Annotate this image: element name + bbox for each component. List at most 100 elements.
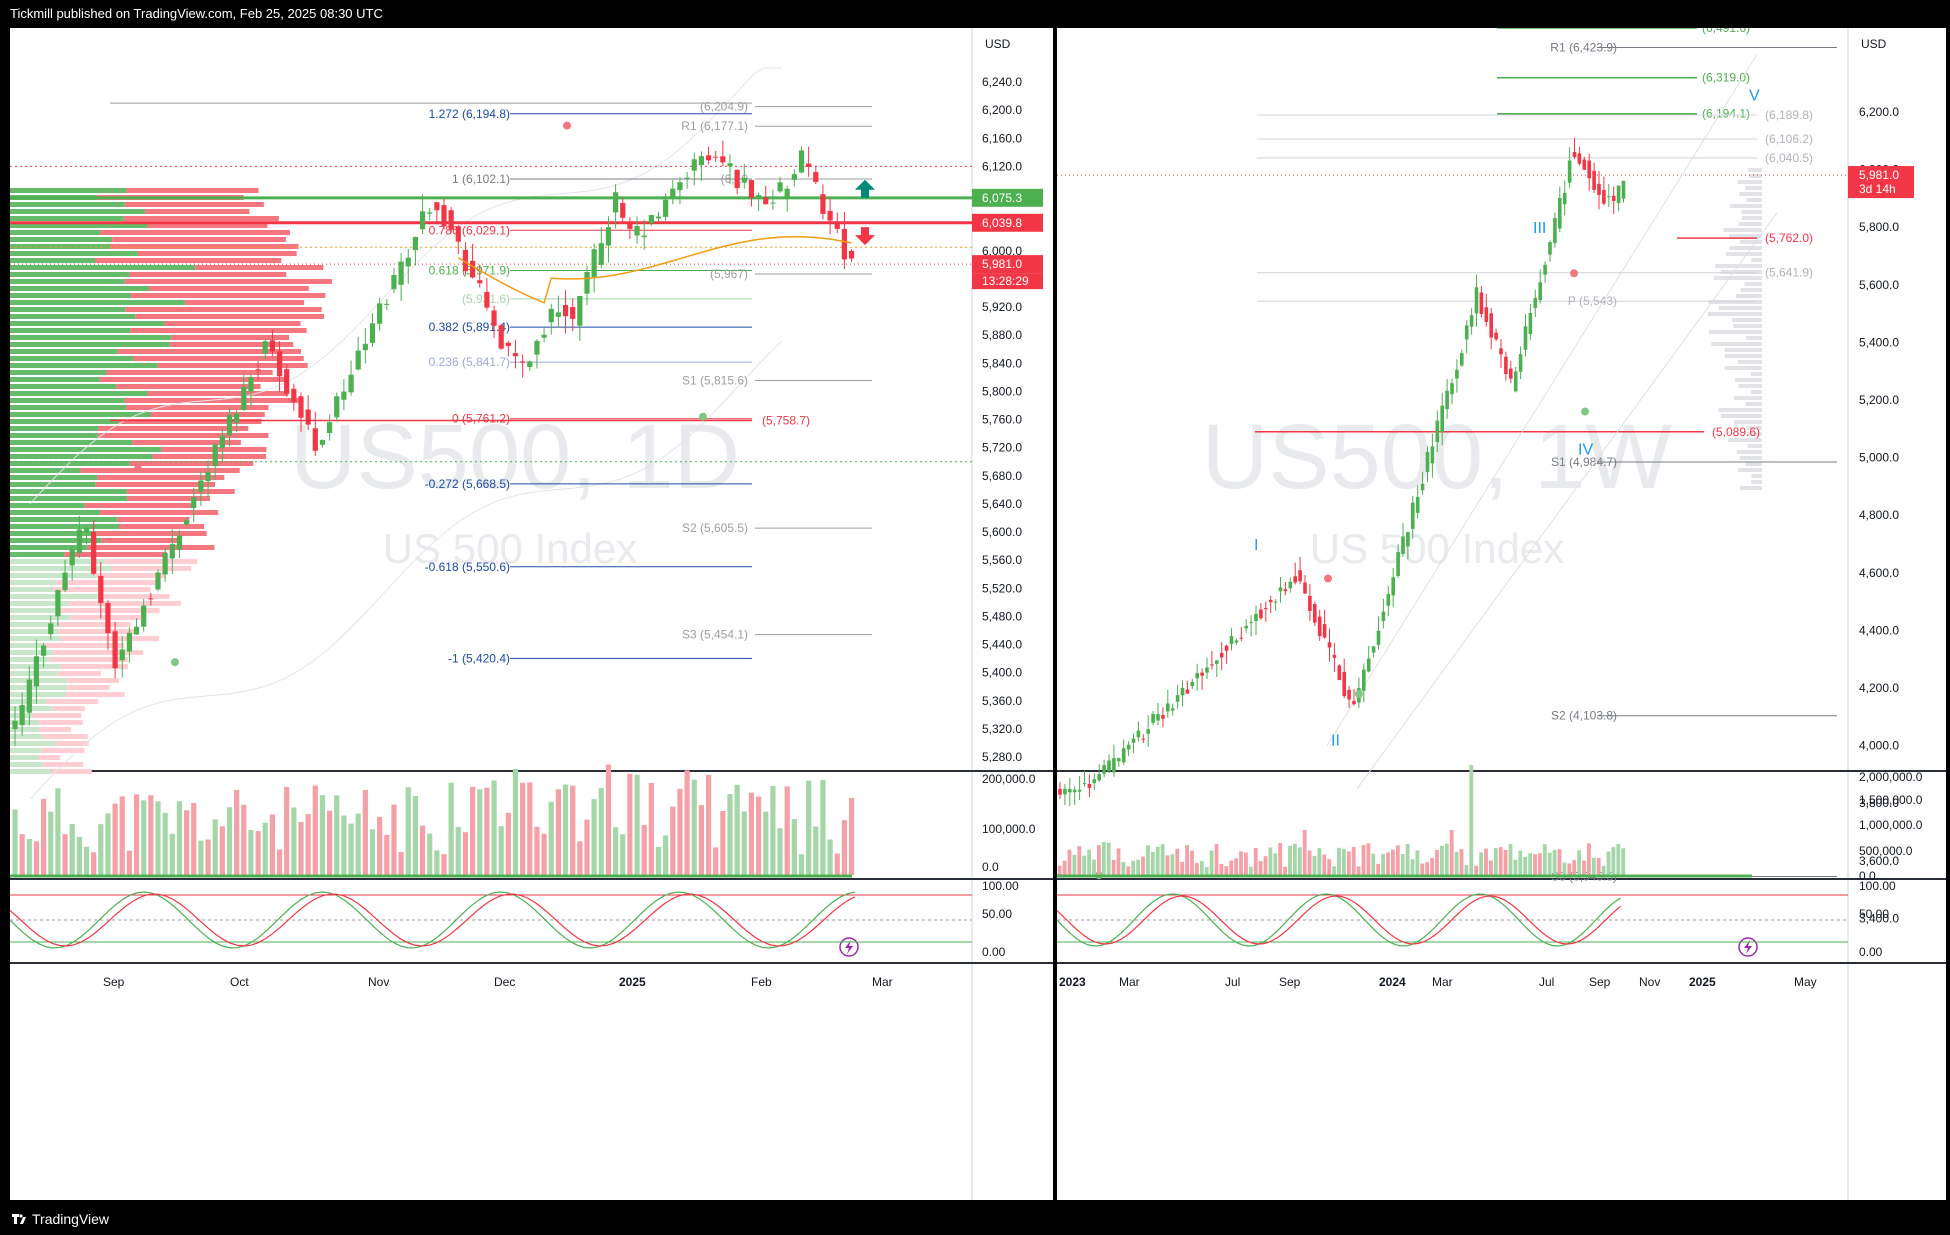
candle-down [1210, 664, 1214, 666]
candle-up [1175, 695, 1180, 702]
volume-bar [1234, 858, 1238, 875]
volume-bar [141, 800, 147, 875]
fib-label: 0.786 (6,029.1) [429, 223, 510, 237]
candle-up [191, 497, 197, 508]
volume-profile-bar [1707, 312, 1762, 316]
lightning-icon[interactable] [1738, 937, 1758, 957]
volume-bar [1224, 866, 1229, 875]
volume-bar [1391, 849, 1395, 875]
volume-bar [1582, 860, 1586, 875]
pivot-label: R1 (6,177.1) [681, 119, 748, 133]
price-axis-tick: 5,400.0 [1859, 335, 1899, 349]
lightning-icon[interactable] [839, 937, 859, 957]
candle-down [1592, 170, 1596, 190]
candle-down [1509, 368, 1513, 379]
osc-axis-tick: 100.00 [982, 879, 1019, 893]
volume-bar [1077, 846, 1082, 875]
volume-profile-bar [1746, 426, 1762, 430]
candle-up [555, 312, 561, 317]
candle-up [1415, 496, 1420, 513]
volume-profile-bar-up [10, 279, 125, 284]
volume-axis-tick: 1,000,000.0 [1859, 818, 1923, 832]
fib-label: 1 (6,102.1) [452, 172, 510, 186]
candle-up [184, 520, 190, 525]
volume-bar [1361, 845, 1366, 875]
volume-bar [1342, 848, 1346, 875]
volume-bar [684, 770, 690, 875]
daily-chart-canvas[interactable]: US500, 1D US 500 Index (5,758.7) 1.272 (6,1… [10, 28, 1053, 1200]
osc-axis-tick: 0.00 [1859, 945, 1883, 959]
volume-bar [12, 809, 18, 875]
time-axis-label: Mar [872, 975, 893, 989]
volume-profile-bar-up [10, 580, 57, 585]
candle-down [1352, 700, 1356, 705]
volume-bar [1611, 847, 1616, 875]
candle-down [470, 260, 476, 278]
volume-bar [1111, 859, 1116, 875]
candle-up [641, 235, 647, 238]
volume-profile-bar-up [10, 748, 42, 753]
candle-up [1117, 758, 1121, 762]
volume-axis-tick: 500,000.0 [1859, 844, 1913, 858]
chart-panel-daily[interactable]: US500, 1D US 500 Index (5,758.7) 1.272 (6,1… [10, 28, 1053, 1200]
volume-bar [584, 819, 590, 875]
volume-bar [1057, 865, 1062, 875]
volume-profile-bar-down [97, 475, 225, 480]
candle-up [1411, 502, 1415, 529]
signal-dot [699, 412, 707, 421]
volume-bar [1371, 853, 1376, 875]
candle-up [76, 529, 82, 554]
candle-up [1464, 325, 1469, 340]
candle-up [1518, 354, 1523, 372]
level-label: (6,491.6) [1702, 28, 1750, 35]
candle-down [562, 305, 569, 317]
candle-up [155, 572, 161, 590]
tradingview-logo-icon [12, 1214, 26, 1224]
volume-profile-bar-up [10, 349, 118, 354]
candle-down [748, 180, 755, 198]
level-label: P (5,543) [1568, 294, 1617, 308]
up-arrow-icon [855, 179, 875, 198]
volume-bar [105, 813, 111, 875]
price-axis-tick: 4,400.0 [1859, 623, 1899, 637]
volume-bar [1464, 865, 1469, 875]
volume-bar [1430, 858, 1434, 875]
candle-up [1229, 636, 1234, 645]
candle-down [1317, 616, 1322, 636]
candle-up [727, 163, 733, 167]
osc-k-line [1057, 893, 1621, 947]
volume-bar [62, 834, 68, 875]
candle-up [1278, 587, 1283, 592]
volume-profile-bar-up [10, 594, 98, 599]
candle-up [319, 440, 326, 445]
volume-bar [76, 837, 82, 875]
volume-bar [670, 806, 676, 875]
volume-profile-bar-up [10, 741, 56, 746]
volume-bar [355, 813, 361, 875]
volume-profile-bar [1711, 342, 1762, 346]
volume-bar [41, 798, 47, 875]
candle-up [248, 377, 254, 392]
volume-profile-bar [1739, 240, 1762, 244]
volume-bar [1278, 842, 1283, 875]
chart-panel-weekly[interactable]: US500, 1W US 500 Index (6,491.6) R1 (6,423.… [1057, 28, 1946, 1200]
volume-profile-bar-up [10, 454, 153, 459]
volume-bar [555, 789, 561, 875]
volume-profile-bar-down [117, 517, 190, 522]
volume-bar [806, 780, 812, 875]
price-axis-tick: 6,200.0 [982, 103, 1022, 117]
volume-profile-bar-down [39, 727, 72, 732]
volume-profile-bar-up [10, 265, 196, 270]
volume-profile-bar-down [98, 426, 249, 431]
level-label: (6,106.2) [1765, 132, 1813, 146]
candle-up [55, 590, 61, 617]
price-axis-tick: 6,120.0 [982, 159, 1022, 173]
volume-profile-bar-up [10, 769, 52, 774]
volume-bar [327, 810, 333, 875]
pivot-label: S1 (5,815.6) [682, 373, 748, 387]
volume-bar [1337, 847, 1341, 875]
candle-up [527, 361, 533, 367]
volume-bar [534, 826, 540, 875]
volume-profile-bar-up [10, 573, 96, 578]
